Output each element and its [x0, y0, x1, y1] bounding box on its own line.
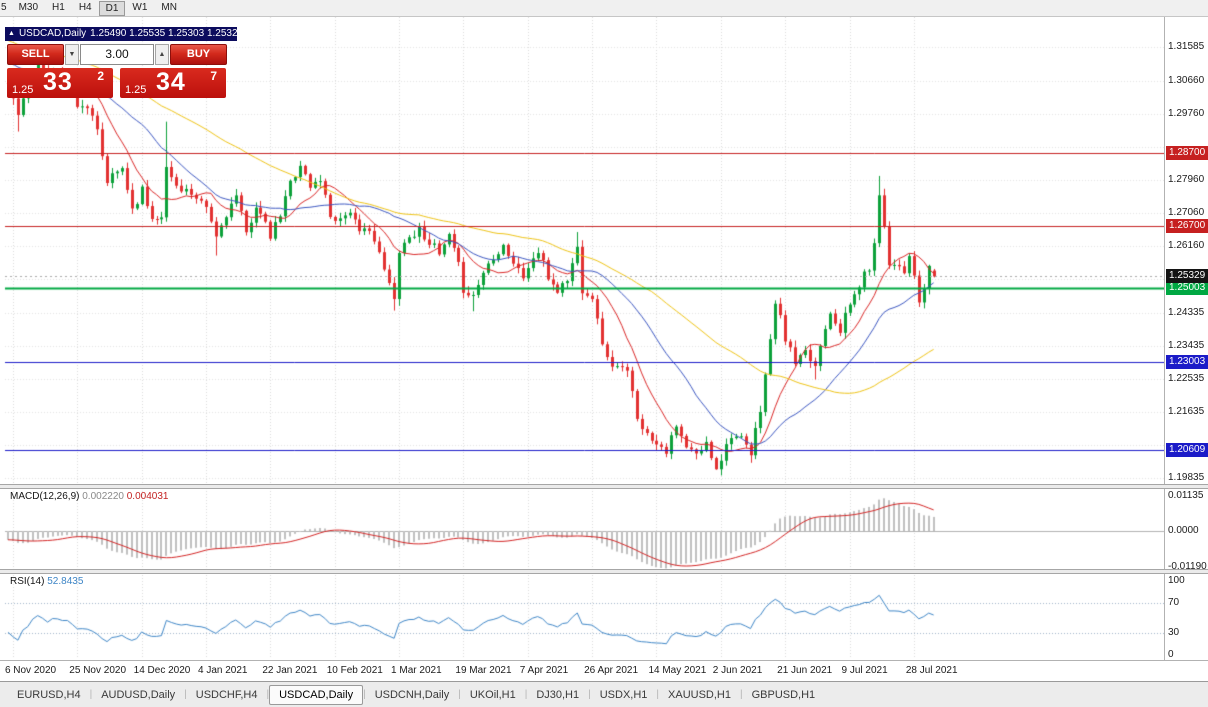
tab-separator: |: [89, 689, 93, 700]
chart-symbol-period: USDCAD,Daily: [18, 28, 87, 39]
date-axis-label: 10 Feb 2021: [326, 665, 383, 676]
rsi-value: 52.8435: [47, 576, 84, 587]
date-axis-label: 25 Nov 2020: [69, 665, 127, 676]
chart-tabs-bar: EURUSD,H4 | AUDUSD,Daily | USDCHF,H4 | USDCAD,…: [0, 681, 1208, 707]
buy-price-display[interactable]: 1.25 34 7: [120, 68, 226, 98]
sell-price-prefix: 1.25: [12, 84, 34, 96]
rsi-label: RSI(14): [10, 576, 45, 587]
date-axis-label: 7 Apr 2021: [519, 665, 569, 676]
chart-tab-audusd-daily[interactable]: AUDUSD,Daily: [101, 688, 176, 701]
timeframe-button-mn[interactable]: MN: [161, 2, 177, 13]
timeframe-button-h1[interactable]: H1: [52, 2, 65, 13]
chart-tab-usdchf-h4[interactable]: USDCHF,H4: [195, 688, 258, 701]
date-axis-label: 14 May 2021: [648, 665, 707, 676]
macd-label: MACD(12,26,9): [10, 491, 80, 502]
date-axis-label: 1 Mar 2021: [391, 665, 442, 676]
volume-decrease-icon[interactable]: ▼: [65, 44, 79, 65]
tab-separator: |: [656, 689, 660, 700]
date-axis-label: 19 Mar 2021: [455, 665, 512, 676]
rsi-indicator-header: RSI(14) 52.8435: [10, 576, 83, 587]
chart-title-bar: ▲ USDCAD,Daily 1.25490 1.25535 1.25303 1…: [5, 27, 243, 41]
tab-separator: |: [588, 689, 591, 700]
time-axis[interactable]: 6 Nov 2020 25 Nov 2020 14 Dec 2020 4 Jan 20…: [0, 660, 1208, 681]
date-axis-label: 28 Jul 2021: [905, 665, 958, 676]
buy-price-big-digits: 34: [156, 68, 186, 96]
chart-tab-usdx-h1[interactable]: USDX,H1: [599, 688, 648, 701]
tab-separator: |: [363, 689, 366, 700]
tab-separator: |: [184, 689, 187, 700]
chart-tab-gbpusd-h1[interactable]: GBPUSD,H1: [751, 688, 816, 701]
tab-separator: |: [458, 689, 461, 700]
chart-tab-usdcnh-daily[interactable]: USDCNH,Daily: [374, 688, 450, 701]
date-axis-label: 26 Apr 2021: [584, 665, 639, 676]
expand-arrow-icon[interactable]: ▲: [8, 30, 15, 37]
one-click-trading-panel: SELL ▼ 3.00 ▲ BUY 1.25 33 2 1.25 34 7: [7, 44, 227, 98]
chart-ohlc-values: 1.25490 1.25535 1.25303 1.25329: [90, 28, 244, 39]
macd-indicator-header: MACD(12,26,9) 0.002220 0.004031: [10, 491, 168, 502]
timeframe-button-d1[interactable]: D1: [98, 0, 126, 16]
timeframe-button-w1[interactable]: W1: [132, 2, 148, 13]
chart-tab-usdcad-daily[interactable]: USDCAD,Daily: [269, 684, 364, 705]
timeframe-toolbar: 5 M30 H1 H4 D1 W1 MN: [0, 0, 1208, 17]
date-axis-label: 9 Jul 2021: [841, 665, 888, 676]
date-axis-label: 6 Nov 2020: [4, 665, 57, 676]
pane-separator[interactable]: [0, 484, 1208, 489]
buy-price-prefix: 1.25: [125, 84, 147, 96]
sell-price-pipette: 2: [97, 69, 104, 83]
volume-increase-icon[interactable]: ▲: [155, 44, 169, 65]
chart-tab-ukoil-h1[interactable]: UKOil,H1: [469, 688, 516, 701]
date-axis-label: 2 Jun 2021: [712, 665, 763, 676]
pane-separator[interactable]: [0, 569, 1208, 574]
tab-separator: |: [739, 689, 743, 700]
date-axis-label: 22 Jan 2021: [262, 665, 318, 676]
date-axis-label: 14 Dec 2020: [133, 665, 191, 676]
buy-price-pipette: 7: [210, 69, 217, 83]
buy-button[interactable]: BUY: [170, 44, 227, 65]
tab-separator: |: [524, 689, 528, 700]
chart-tab-eurusd-h4[interactable]: EURUSD,H4: [17, 688, 81, 701]
chart-tab-dj30-h1[interactable]: DJ30,H1: [536, 688, 580, 701]
chart-tab-xauusd-h1[interactable]: XAUUSD,H1: [668, 688, 731, 701]
timeframe-button-5[interactable]: 5: [1, 2, 7, 13]
price-axis-divider: [1164, 17, 1165, 660]
sell-price-display[interactable]: 1.25 33 2: [7, 68, 113, 98]
tab-separator: |: [266, 689, 270, 700]
sell-button[interactable]: SELL: [7, 44, 64, 65]
timeframe-button-h4[interactable]: H4: [78, 2, 92, 13]
macd-value: 0.002220: [82, 491, 124, 502]
sell-price-big-digits: 33: [43, 68, 73, 96]
date-axis-label: 4 Jan 2021: [198, 665, 248, 676]
date-axis-label: 21 Jun 2021: [777, 665, 833, 676]
macd-signal-value: 0.004031: [126, 491, 169, 502]
timeframe-button-m30[interactable]: M30: [18, 2, 39, 13]
volume-input[interactable]: 3.00: [80, 44, 154, 65]
